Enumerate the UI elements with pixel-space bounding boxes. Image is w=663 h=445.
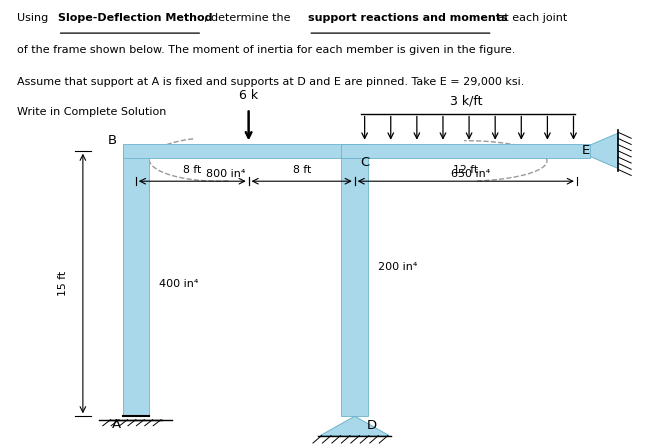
Polygon shape [123,144,368,158]
Polygon shape [341,144,590,158]
Text: E: E [582,144,590,157]
Text: 6 k: 6 k [239,89,258,102]
Text: 200 in⁴: 200 in⁴ [378,262,417,271]
Text: Write in Complete Solution: Write in Complete Solution [17,107,166,117]
Polygon shape [320,416,389,436]
Text: 8 ft: 8 ft [292,166,311,175]
Text: 800 in⁴: 800 in⁴ [206,170,245,179]
Text: support reactions and moments: support reactions and moments [308,13,508,23]
Polygon shape [341,151,368,416]
Text: , determine the: , determine the [204,13,294,23]
Text: of the frame shown below. The moment of inertia for each member is given in the : of the frame shown below. The moment of … [17,45,515,55]
Text: 12 ft: 12 ft [453,166,478,175]
Text: A: A [111,418,121,431]
Polygon shape [123,151,149,416]
Polygon shape [577,133,618,168]
Text: 400 in⁴: 400 in⁴ [159,279,198,288]
Text: at each joint: at each joint [494,13,567,23]
Text: Using: Using [17,13,51,23]
Text: 650 in⁴: 650 in⁴ [451,170,491,179]
Text: B: B [108,134,117,147]
Text: 8 ft: 8 ft [183,166,202,175]
Text: Slope-Deflection Method: Slope-Deflection Method [58,13,212,23]
Text: 3 k/ft: 3 k/ft [450,94,482,108]
Text: Assume that support at A is fixed and supports at D and E are pinned. Take E = 2: Assume that support at A is fixed and su… [17,77,524,87]
Text: D: D [367,419,377,432]
Text: C: C [360,156,369,169]
Text: 15 ft: 15 ft [58,271,68,296]
